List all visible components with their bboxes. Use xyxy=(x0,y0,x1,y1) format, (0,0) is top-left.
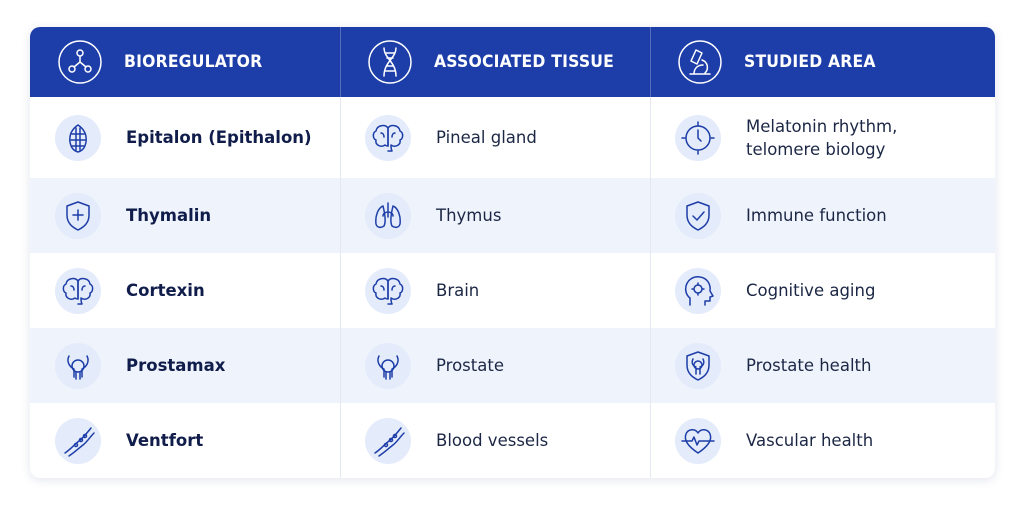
table-cell: Thymus xyxy=(364,178,644,253)
table-cell: Prostamax xyxy=(54,328,334,403)
table-cell: Ventfort xyxy=(54,403,334,478)
table-row: Thymalin Thymus Immune function xyxy=(30,178,995,253)
table-cell: Pineal gland xyxy=(364,97,644,178)
table-cell: Thymalin xyxy=(54,178,334,253)
column-divider xyxy=(340,97,341,478)
table-cell: Immune function xyxy=(674,178,989,253)
header-divider xyxy=(340,27,341,97)
table-row: Epitalon (Epithalon) Pineal gland Melatoni… xyxy=(30,97,995,178)
cell-text: Melatonin rhythm, telomere biology xyxy=(746,116,898,159)
table-cell: Melatonin rhythm, telomere biology xyxy=(674,97,989,178)
icon xyxy=(675,267,721,314)
header-divider xyxy=(650,27,651,97)
header-label: BIOREGULATOR xyxy=(124,52,263,72)
table-cell: Blood vessels xyxy=(364,403,644,478)
cell-text: Cortexin xyxy=(126,281,205,300)
icon xyxy=(365,267,411,314)
icon xyxy=(365,114,411,161)
table-cell: Prostate xyxy=(364,328,644,403)
table-cell: Vascular health xyxy=(674,403,989,478)
icon xyxy=(675,342,721,389)
header-cell: BIOREGULATOR xyxy=(56,27,274,97)
column-divider xyxy=(650,97,651,478)
icon xyxy=(675,192,721,239)
cell-text: Epitalon (Epithalon) xyxy=(126,128,312,147)
cell-text: Prostate health xyxy=(746,356,872,375)
cell-text: Ventfort xyxy=(126,431,204,450)
cell-text: Thymus xyxy=(436,206,502,225)
cell-text: Thymalin xyxy=(126,206,212,225)
icon xyxy=(55,267,101,314)
table-cell: Cognitive aging xyxy=(674,253,989,328)
cell-text: Pineal gland xyxy=(436,128,537,147)
cell-text: Prostate xyxy=(436,356,504,375)
cell-text: Prostamax xyxy=(126,356,226,375)
icon xyxy=(365,417,411,464)
cell-text: Cognitive aging xyxy=(746,281,876,300)
header-cell: STUDIED AREA xyxy=(676,27,887,97)
header-label: ASSOCIATED TISSUE xyxy=(434,52,615,72)
icon xyxy=(58,40,102,84)
table-cell: Cortexin xyxy=(54,253,334,328)
icon xyxy=(365,192,411,239)
icon xyxy=(55,192,101,239)
cell-text: Blood vessels xyxy=(436,431,549,450)
header-label: STUDIED AREA xyxy=(744,52,876,72)
cell-text: Brain xyxy=(436,281,480,300)
table-cell: Brain xyxy=(364,253,644,328)
icon xyxy=(678,40,722,84)
table-row: Prostamax Prostate Prostate health xyxy=(30,328,995,403)
table-cell: Epitalon (Epithalon) xyxy=(54,97,334,178)
icon xyxy=(55,114,101,161)
icon xyxy=(675,114,721,161)
table-header: BIOREGULATOR ASSOCIATED TISSUE STUDIED ARE… xyxy=(30,27,995,97)
cell-text: Immune function xyxy=(746,206,887,225)
icon xyxy=(675,417,721,464)
header-cell: ASSOCIATED TISSUE xyxy=(366,27,630,97)
table-card: BIOREGULATOR ASSOCIATED TISSUE STUDIED ARE… xyxy=(30,27,995,478)
table-row: Cortexin Brain Cognitive aging xyxy=(30,253,995,328)
table-row: Ventfort Blood vessels Vascular health xyxy=(30,403,995,478)
icon xyxy=(365,342,411,389)
table-cell: Prostate health xyxy=(674,328,989,403)
icon xyxy=(55,417,101,464)
cell-text: Vascular health xyxy=(746,431,874,450)
icon xyxy=(55,342,101,389)
icon xyxy=(368,40,412,84)
